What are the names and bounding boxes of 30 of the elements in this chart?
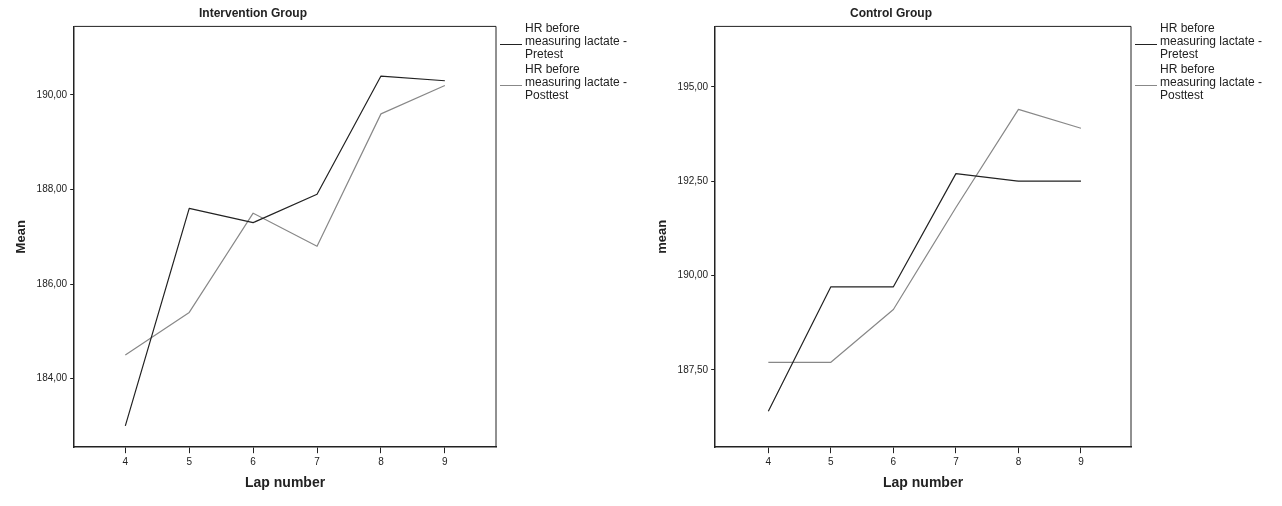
x-tick-label: 4 xyxy=(765,455,772,467)
y-tick-label: 190,00 xyxy=(36,88,68,100)
y-tick-label: 188,00 xyxy=(36,183,68,195)
chart-title: Control Group xyxy=(850,5,932,20)
legend-label: HR before measuring lactate - Pretest xyxy=(525,21,629,61)
chart-title: Intervention Group xyxy=(199,5,307,20)
x-tick-label: 5 xyxy=(828,455,835,467)
y-tick-label: 186,00 xyxy=(36,277,68,289)
x-tick-label: 7 xyxy=(953,455,960,467)
legend-label: HR before measuring lactate - Posttest xyxy=(1160,62,1264,102)
x-tick-label: 8 xyxy=(1015,455,1022,467)
x-tick-label: 4 xyxy=(122,455,129,467)
x-tick-label: 9 xyxy=(1078,455,1085,467)
x-tick-label: 5 xyxy=(186,455,193,467)
y-axis-title: mean xyxy=(654,219,670,254)
y-axis-title: Mean xyxy=(13,220,29,254)
legend-label: HR before measuring lactate - Pretest xyxy=(1160,21,1264,61)
legend-label: HR before measuring lactate - Posttest xyxy=(525,62,629,102)
x-axis-title: Lap number xyxy=(245,474,326,491)
y-tick-label: 195,00 xyxy=(677,80,709,92)
y-tick-label: 192,50 xyxy=(677,174,709,186)
y-tick-label: 187,50 xyxy=(677,363,709,375)
y-tick-label: 184,00 xyxy=(36,372,68,384)
x-axis-title: Lap number xyxy=(883,474,964,491)
x-tick-label: 6 xyxy=(250,455,257,467)
x-tick-label: 8 xyxy=(378,455,385,467)
y-tick-label: 190,00 xyxy=(677,269,709,281)
x-tick-label: 6 xyxy=(890,455,897,467)
x-tick-label: 9 xyxy=(442,455,449,467)
x-tick-label: 7 xyxy=(314,455,321,467)
